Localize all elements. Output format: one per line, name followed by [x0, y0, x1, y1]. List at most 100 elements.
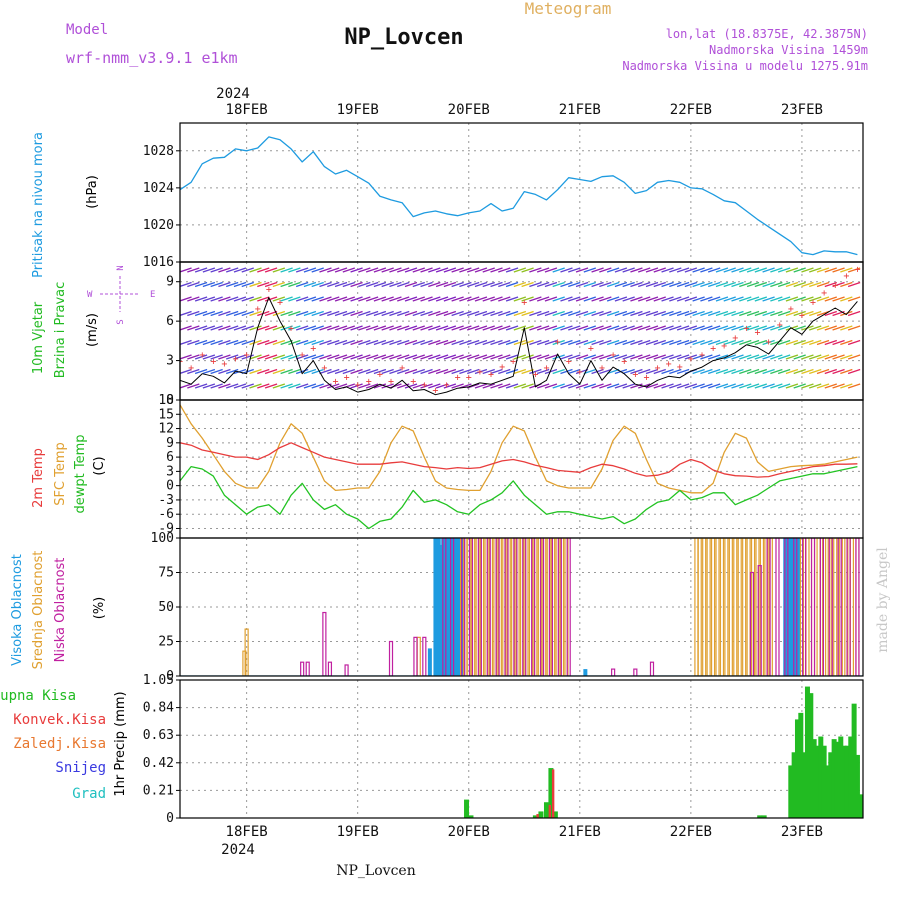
wind-barb — [645, 267, 659, 273]
wind-barb — [397, 296, 410, 302]
wind-barb — [676, 296, 690, 302]
wind-barb — [311, 368, 324, 375]
wind-barb — [435, 310, 449, 317]
precip-total-bar — [548, 768, 554, 818]
mid-cloud-bar — [502, 538, 507, 676]
wind-barb — [840, 368, 853, 375]
wind-barb — [210, 267, 223, 273]
wind-barb — [676, 267, 690, 273]
wind-barb — [311, 383, 324, 389]
wind-barb — [568, 383, 581, 389]
wind-barb — [466, 310, 480, 317]
wind-barb — [583, 339, 597, 346]
wind-barb — [466, 325, 480, 331]
wind-barb — [669, 281, 682, 288]
wind-barb — [180, 296, 192, 302]
wind-barb — [816, 368, 830, 375]
wind-barb — [389, 325, 402, 331]
wind-barb — [272, 267, 286, 273]
low-cloud-bar — [766, 538, 771, 676]
gust-marker: + — [233, 354, 239, 365]
gust-marker: + — [710, 343, 716, 354]
wind-barb — [350, 281, 363, 288]
wind-barb — [194, 339, 208, 346]
wind-barb — [754, 267, 768, 273]
mid-cloud-bar — [715, 538, 720, 676]
precip-total-bar — [844, 745, 850, 818]
wind-barb — [443, 354, 457, 360]
wind-barb — [233, 310, 247, 317]
wind-barb — [840, 354, 853, 360]
year-bottom: 2024 — [221, 842, 255, 858]
ytick-label: 18 — [158, 393, 174, 408]
wind-barb — [334, 383, 348, 389]
wind-barb — [832, 383, 845, 389]
precip-total-bar — [791, 752, 797, 818]
wind-barb — [513, 296, 527, 302]
precip-total-bar — [851, 703, 857, 818]
mid-cloud-bar — [827, 538, 832, 676]
gust-marker: + — [588, 343, 594, 354]
wind-barb — [544, 281, 558, 288]
wind-barb — [692, 310, 705, 317]
low-cloud-bar — [855, 538, 860, 676]
precip-unit: 1hr Precip (mm) — [113, 691, 128, 796]
wind-barb — [521, 267, 534, 273]
wind-barb — [365, 310, 379, 317]
wind-barb — [288, 310, 301, 317]
wind-barb — [637, 339, 651, 346]
day-label-bottom: 20FEB — [448, 824, 490, 840]
wind-barb — [637, 354, 651, 360]
wind-barb — [389, 310, 402, 317]
wind-barb — [560, 281, 573, 288]
wind-dir-w: W — [87, 290, 93, 300]
wind-barb — [459, 339, 472, 346]
wind-barb — [435, 296, 449, 302]
wind-barb — [264, 310, 278, 317]
low-cloud-bar — [846, 538, 851, 676]
gust-marker: + — [521, 297, 527, 308]
ytick-label: 1024 — [143, 181, 174, 196]
low-cloud-bar — [305, 661, 310, 676]
wind-barb — [521, 310, 534, 317]
wind-barb — [591, 267, 604, 273]
high-cloud-bar — [438, 544, 443, 676]
wind-barb — [552, 368, 565, 375]
wind-barb — [809, 325, 822, 331]
gust-marker: + — [421, 380, 427, 391]
wind-barb — [847, 339, 861, 346]
low-cloud-bar — [557, 538, 562, 676]
wind-barb — [443, 267, 457, 273]
wind-barb — [731, 354, 744, 360]
gust-marker: + — [599, 363, 605, 374]
mid-cloud-bar — [524, 538, 529, 676]
wind-barb — [723, 354, 736, 360]
wind-barb — [180, 325, 192, 331]
wind-barb — [700, 339, 713, 346]
ytick-label: 50 — [158, 600, 174, 615]
gust-marker: + — [555, 337, 561, 348]
wind-barb — [832, 325, 845, 331]
low-cloud-bar — [802, 538, 807, 676]
wind-barb — [459, 281, 472, 288]
wind-barb — [614, 325, 628, 331]
wind-barb — [746, 281, 760, 288]
wind-barb — [505, 339, 519, 346]
mid-cloud-bar — [466, 538, 471, 676]
mid-cloud-bar — [702, 538, 707, 676]
ytick-label: 12 — [158, 422, 174, 437]
wind-barb — [373, 296, 387, 302]
day-label-top: 22FEB — [670, 102, 712, 118]
watermark: made by Angel — [875, 547, 891, 653]
wind-barb — [684, 310, 698, 317]
wind-barb — [202, 267, 216, 273]
low-cloud-bar — [828, 538, 833, 676]
wind-barb — [420, 267, 433, 273]
wind-barb — [622, 296, 635, 302]
high-cloud-ylabel: Visoka Oblacnost — [10, 554, 25, 666]
gust-marker: + — [788, 304, 794, 315]
mid-cloud-bar — [564, 538, 569, 676]
low-cloud-bar — [793, 538, 798, 676]
low-cloud-bar — [810, 538, 816, 676]
wind-barb — [319, 325, 332, 331]
